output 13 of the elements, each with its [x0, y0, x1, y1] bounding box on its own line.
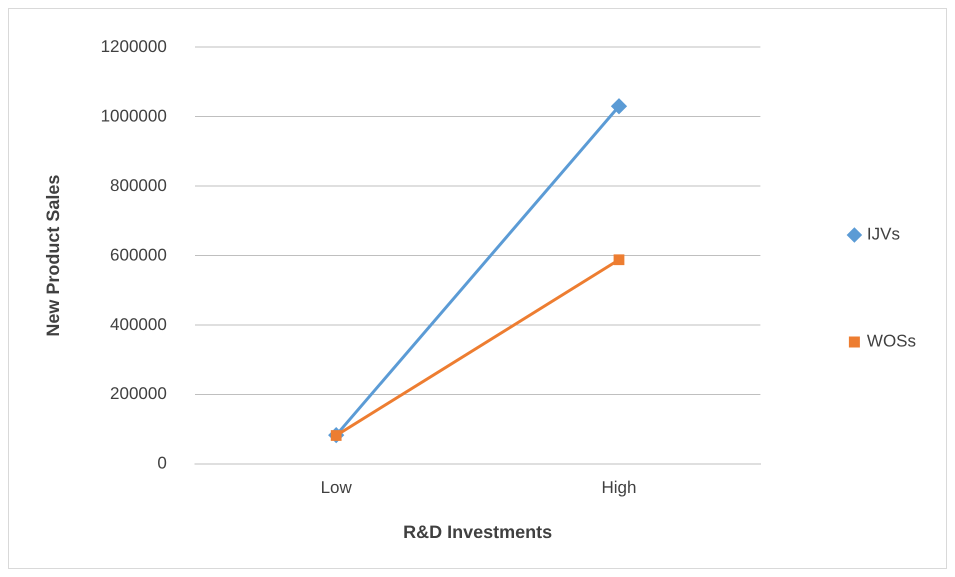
y-tick-label: 800000	[110, 176, 167, 195]
legend-label: WOSs	[866, 332, 916, 351]
x-axis-title: R&D Investments	[403, 522, 552, 542]
y-tick-label: 1000000	[100, 106, 167, 126]
y-axis-title: New Product Sales	[42, 174, 63, 337]
y-tick-label: 0	[157, 454, 167, 473]
y-tick-label: 600000	[110, 245, 167, 264]
x-tick-label: Low	[320, 478, 352, 497]
legend-label: IJVs	[866, 224, 900, 244]
y-tick-label: 1200000	[100, 36, 167, 56]
x-tick-label: High	[602, 478, 636, 497]
y-tick-label: 200000	[110, 384, 167, 404]
y-tick-label: 400000	[110, 314, 167, 334]
